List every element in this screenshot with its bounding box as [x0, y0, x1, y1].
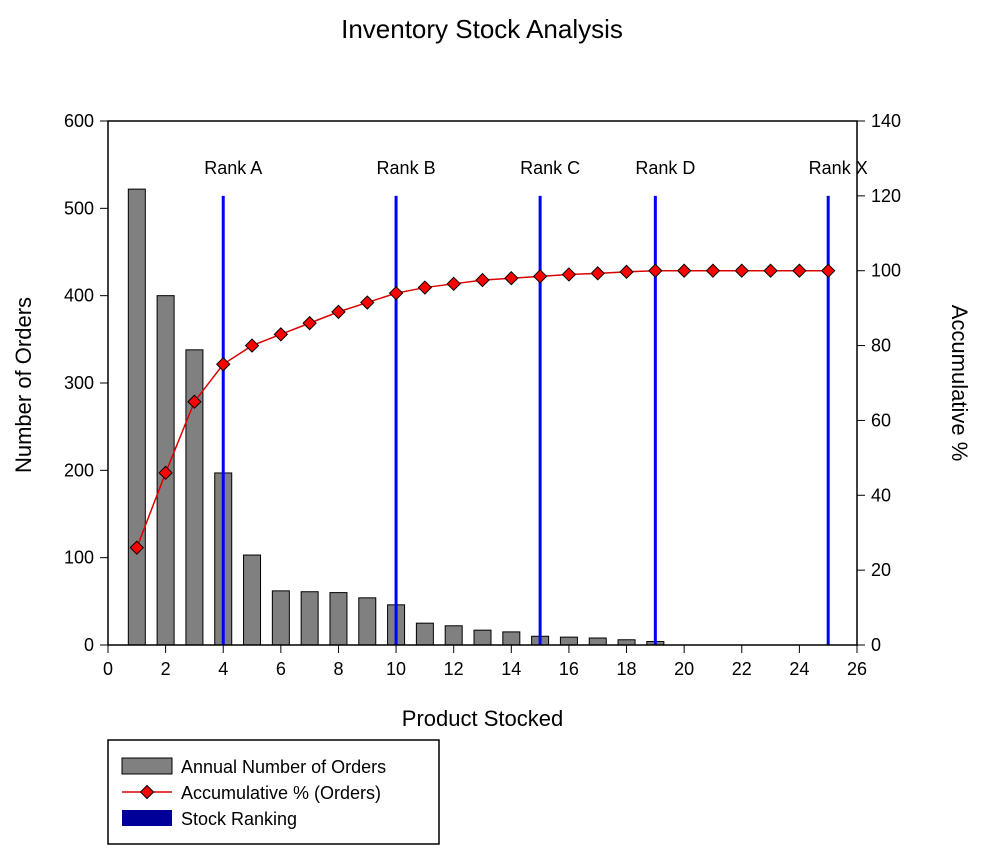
bar	[444, 625, 463, 646]
data-point	[475, 272, 490, 288]
x-tick-label: 22	[732, 659, 752, 679]
y2-tick-label: 120	[871, 186, 901, 206]
y-tick-label: 100	[64, 548, 94, 568]
x-tick-label: 10	[386, 659, 406, 679]
data-point	[504, 270, 519, 286]
data-point	[388, 285, 404, 301]
x-tick-label: 26	[847, 659, 867, 679]
y-tick-label: 300	[64, 373, 94, 393]
y2-tick-label: 20	[871, 560, 891, 580]
accumulative-line	[136, 269, 829, 548]
x-tick-label: 14	[501, 659, 521, 679]
x-tick-label: 12	[444, 659, 464, 679]
bar	[127, 188, 146, 646]
y-tick-label: 500	[64, 198, 94, 218]
accumulative-line-series	[129, 263, 836, 555]
data-point	[129, 540, 145, 555]
x-axis-title: Product Stocked	[402, 706, 563, 731]
legend: Annual Number of Orders Accumulative % (O…	[107, 739, 440, 845]
data-point	[648, 263, 663, 278]
legend-label: Accumulative % (Orders)	[181, 783, 381, 803]
y-tick-label: 600	[64, 111, 94, 131]
rank-label: Rank A	[204, 158, 262, 178]
bar	[588, 637, 607, 646]
bar	[473, 629, 492, 646]
legend-label: Annual Number of Orders	[181, 757, 386, 777]
x-tick-label: 16	[559, 659, 579, 679]
data-point	[676, 263, 692, 278]
data-point	[590, 266, 605, 281]
y-tick-label: 200	[64, 460, 94, 480]
data-point	[561, 267, 577, 282]
legend-label: Stock Ranking	[181, 809, 297, 829]
x-tick-label: 2	[161, 659, 171, 679]
x-tick-label: 0	[103, 659, 113, 679]
data-point	[734, 263, 749, 278]
x-tick-label: 4	[218, 659, 228, 679]
y2-axis-title: Accumulative %	[947, 305, 972, 462]
data-point	[792, 263, 807, 278]
data-point	[187, 394, 202, 409]
y2-tick-label: 0	[871, 635, 881, 655]
data-point	[417, 280, 433, 295]
x-tick-label: 18	[617, 659, 637, 679]
bar	[271, 590, 290, 646]
bar	[559, 636, 578, 646]
data-point	[302, 315, 317, 331]
y2-tick-label: 80	[871, 336, 891, 356]
data-point	[705, 263, 721, 278]
rank-label: Rank C	[520, 158, 580, 178]
data-point	[216, 357, 231, 372]
bar	[300, 591, 319, 646]
legend-swatch-marker	[139, 784, 155, 800]
data-point	[446, 276, 461, 292]
rank-lines: Rank A Rank B Rank C Rank D Rank X	[204, 158, 868, 645]
data-point	[820, 263, 836, 278]
x-tick-label: 20	[674, 659, 694, 679]
bar	[617, 639, 636, 646]
data-point	[360, 295, 375, 310]
chart-title: Inventory Stock Analysis	[341, 14, 623, 44]
bar	[243, 554, 262, 646]
bar-series	[127, 188, 665, 646]
y-axis-title: Number of Orders	[11, 297, 36, 473]
y-tick-label: 400	[64, 286, 94, 306]
data-point	[244, 338, 260, 353]
x-tick-label: 8	[333, 659, 343, 679]
bar	[415, 622, 434, 646]
legend-swatch-bar	[121, 757, 173, 775]
legend-swatch-band	[122, 810, 172, 826]
y2-tick-label: 60	[871, 410, 891, 430]
data-point	[273, 327, 289, 342]
data-point	[532, 269, 548, 284]
data-point	[619, 264, 634, 280]
y2-tick-label: 140	[871, 111, 901, 131]
y2-tick-label: 100	[871, 261, 901, 281]
bar	[502, 631, 521, 646]
data-point	[763, 263, 778, 278]
rank-label: Rank X	[809, 158, 868, 178]
data-point	[158, 465, 173, 481]
rank-label: Rank B	[377, 158, 436, 178]
bar	[329, 592, 348, 646]
y2-tick-label: 40	[871, 485, 891, 505]
y-tick-label: 0	[84, 635, 94, 655]
bar	[358, 597, 377, 646]
x-tick-label: 24	[789, 659, 809, 679]
data-point	[331, 304, 346, 320]
axes: 0 2 4 6 8 10 12 14 16 18 20 22 24 2601002003004005006…	[64, 111, 901, 679]
x-tick-label: 6	[276, 659, 286, 679]
rank-label: Rank D	[635, 158, 695, 178]
